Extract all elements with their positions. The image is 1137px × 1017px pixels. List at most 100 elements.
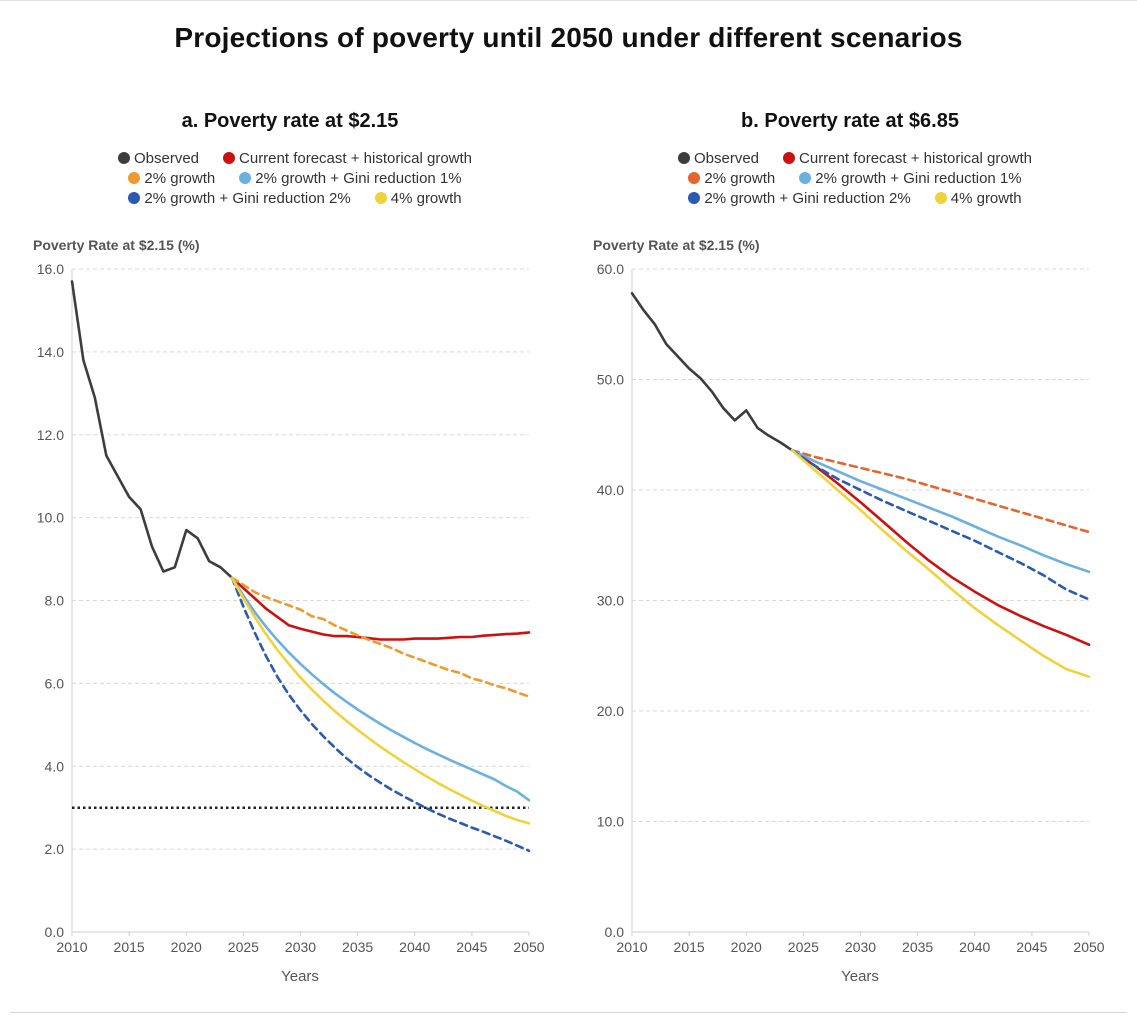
chart-b-series-2-growth-gini-reduction-1 (790, 448, 1091, 574)
chart-b-series-4-growth (790, 448, 1091, 679)
chart-a-legend-label: 2% growth (144, 169, 216, 187)
chart-b-x-tick-label: 2025 (788, 939, 819, 955)
chart-b-series-observed (630, 292, 794, 452)
chart-a-legend-label: Observed (133, 149, 200, 167)
chart-b-y-axis-label: Poverty Rate at $2.15 (%) (593, 237, 760, 253)
legend-swatch-icon (374, 192, 387, 204)
chart-a-x-tick-label: 2050 (513, 939, 544, 955)
chart-a-legend-label: 2% growth + Gini reduction 2% (144, 189, 351, 207)
chart-a-x-tick-label: 2040 (399, 939, 430, 955)
chart-a-legend-item-2-growth: 2% growth (128, 170, 215, 187)
chart-a-x-tick-label: 2020 (171, 939, 202, 955)
chart-b-y-tick-label: 50.0 (597, 372, 624, 388)
chart-b-legend-row: 2% growth 2% growth + Gini reduction 1% (645, 168, 1065, 188)
chart-b-legend-item-observed: Observed (677, 149, 760, 167)
chart-a-y-tick-label: 10.0 (37, 510, 64, 526)
chart-a-legend-row: 2% growth 2% growth + Gini reduction 1% (85, 168, 505, 188)
chart-a-y-axis-label: Poverty Rate at $2.15 (%) (33, 237, 200, 253)
chart-b-x-tick-label: 2050 (1073, 939, 1104, 955)
chart-b-legend-label: Observed (693, 149, 760, 167)
chart-b-legend-item-4-growth: 4% growth (934, 189, 1022, 207)
chart-a-y-tick-label: 6.0 (45, 675, 65, 691)
chart-b-title: b. Poverty rate at $6.85 (741, 110, 959, 132)
chart-b-legend-label: Current forecast + historical growth (799, 149, 1033, 167)
chart-b-svg: 0.0 10.0 20.0 30.0 40.0 50.0 60.0 2010 2015 2020 2… (597, 261, 1105, 955)
chart-b-x-tick-label: 2030 (845, 939, 876, 955)
legend-swatch-icon (934, 192, 947, 204)
chart-a-legend-row: Observed Current forecast + historical gr… (85, 148, 505, 168)
chart-b-x-tick-label: 2045 (1016, 939, 1047, 955)
chart-b-legend-item-2-growth-gini-reduction-1: 2% growth + Gini reduction 1% (799, 170, 1022, 187)
chart-a-legend-row: 2% growth + Gini reduction 2% 4% growth (85, 188, 505, 208)
chart-a-x-tick-label: 2025 (228, 939, 259, 955)
chart-a-legend-item-4-growth: 4% growth (374, 189, 462, 207)
chart-b-y-tick-label: 30.0 (597, 593, 624, 609)
chart-a-y-tick-label: 12.0 (37, 427, 64, 443)
chart-a-y-tick-label: 0.0 (45, 924, 65, 940)
chart-b-legend-item-2-growth-gini-reduction-2: 2% growth + Gini reduction 2% (688, 189, 911, 207)
chart-b-x-tick-label: 2015 (674, 939, 705, 955)
legend-swatch-icon (688, 192, 701, 204)
chart-panel-b: 0.0 10.0 20.0 30.0 40.0 50.0 60.0 2010 2015 2020 2… (560, 100, 1120, 1000)
chart-a-x-tick-label: 2030 (285, 939, 316, 955)
chart-a-y-tick-label: 4.0 (45, 758, 65, 774)
legend-swatch-icon (677, 152, 690, 164)
legend-swatch-icon (117, 152, 130, 164)
chart-b-x-tick-label: 2035 (902, 939, 933, 955)
chart-b-x-tick-label: 2020 (731, 939, 762, 955)
chart-a-y-tick-label: 2.0 (45, 841, 65, 857)
legend-swatch-icon (239, 172, 252, 184)
chart-b-y-tick-label: 60.0 (597, 261, 624, 277)
chart-b-legend-item-2-growth: 2% growth (688, 170, 775, 187)
legend-swatch-icon (799, 172, 812, 184)
chart-a-legend: Observed Current forecast + historical gr… (85, 148, 505, 208)
chart-b-x-axis-label: Years (841, 968, 879, 985)
chart-b-legend-row: Observed Current forecast + historical gr… (645, 148, 1065, 168)
legend-swatch-icon (223, 152, 236, 164)
chart-a-legend-label: 2% growth + Gini reduction 1% (255, 169, 462, 187)
chart-a-x-tick-label: 2015 (114, 939, 145, 955)
chart-b-legend-label: 2% growth (704, 169, 776, 187)
chart-b-legend-label: 2% growth + Gini reduction 2% (704, 189, 911, 207)
chart-a-legend-item-observed: Observed (117, 149, 200, 167)
chart-a-legend-label: Current forecast + historical growth (239, 149, 473, 167)
chart-b-legend-item-current-forecast-historical-growth: Current forecast + historical growth (783, 150, 1032, 167)
chart-b-series-2-growth-gini-reduction-2 (790, 448, 1091, 601)
chart-a-y-tick-label: 8.0 (45, 593, 65, 609)
chart-a-x-tick-label: 2045 (456, 939, 487, 955)
chart-b-x-tick-label: 2040 (959, 939, 990, 955)
chart-b-legend-label: 4% growth (950, 189, 1022, 207)
chart-a-svg: 0.0 2.0 4.0 6.0 8.0 10.0 12.0 14.0 16.0 2010 2015 2… (37, 261, 545, 955)
chart-b-y-tick-label: 40.0 (597, 482, 624, 498)
chart-b-y-tick-label: 10.0 (597, 814, 624, 830)
chart-panel-a: 0.0 2.0 4.0 6.0 8.0 10.0 12.0 14.0 16.0 2010 2015 2… (0, 100, 560, 1000)
chart-a-legend-item-2-growth-gini-reduction-2: 2% growth + Gini reduction 2% (128, 189, 351, 207)
chart-b-series-current-forecast-historical-growth (790, 448, 1091, 647)
page-title: Projections of poverty until 2050 under … (174, 22, 963, 53)
chart-a-title: a. Poverty rate at $2.15 (181, 110, 399, 132)
chart-a-y-tick-label: 16.0 (37, 261, 64, 277)
chart-b-legend: Observed Current forecast + historical gr… (645, 148, 1065, 208)
chart-a-x-tick-label: 2010 (56, 939, 87, 955)
chart-a-series-current-forecast-historical-growth (230, 576, 531, 641)
legend-swatch-icon (688, 172, 701, 184)
chart-a-y-tick-label: 14.0 (37, 344, 64, 360)
chart-a-legend-item-current-forecast-historical-growth: Current forecast + historical growth (223, 150, 472, 167)
chart-b-legend-row: 2% growth + Gini reduction 2% 4% growth (645, 188, 1065, 208)
legend-swatch-icon (128, 172, 141, 184)
bottom-border (10, 1012, 1127, 1013)
chart-b-x-tick-label: 2010 (616, 939, 647, 955)
chart-a-series-4-growth (230, 576, 531, 825)
chart-b-series-2-growth (790, 448, 1091, 534)
chart-a-x-axis-label: Years (281, 968, 319, 985)
legend-swatch-icon (783, 152, 796, 164)
chart-b-y-tick-label: 20.0 (597, 703, 624, 719)
chart-a-legend-label: 4% growth (390, 189, 462, 207)
chart-a-series-2-growth-gini-reduction-1 (230, 576, 531, 802)
chart-a-series-2-growth (230, 576, 531, 698)
legend-swatch-icon (128, 192, 141, 204)
chart-a-x-tick-label: 2035 (342, 939, 373, 955)
chart-b-y-tick-label: 0.0 (605, 924, 625, 940)
chart-a-series-2-growth-gini-reduction-2 (230, 576, 531, 853)
chart-a-legend-item-2-growth-gini-reduction-1: 2% growth + Gini reduction 1% (239, 169, 462, 187)
